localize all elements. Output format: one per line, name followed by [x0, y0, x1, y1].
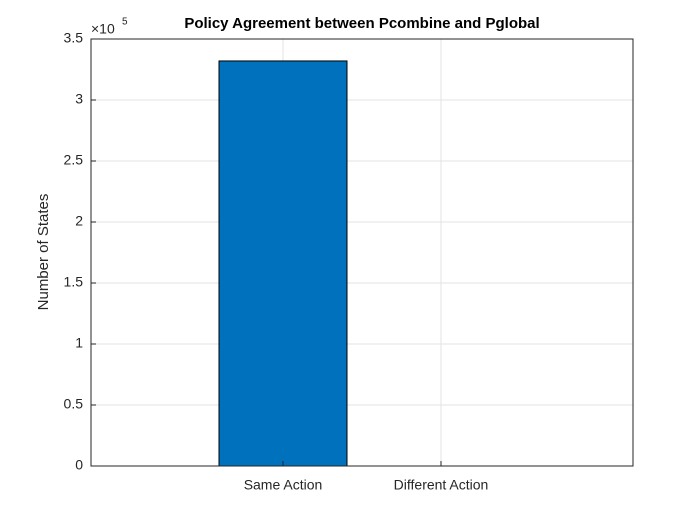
axes-box	[90, 38, 634, 467]
y-multiplier-base: ×10	[91, 21, 115, 37]
y-tick-label: 1	[75, 335, 83, 351]
y-tick-label: 0	[75, 457, 83, 473]
y-tick-label: 1.5	[64, 274, 84, 290]
y-tick-label: 2	[75, 213, 83, 229]
chart-title: Policy Agreement between Pcombine and Pg…	[184, 15, 539, 32]
bar	[218, 60, 348, 467]
y-tick-label: 3.5	[64, 30, 84, 46]
y-multiplier-exponent: 5	[122, 17, 128, 28]
y-tick-label: 2.5	[64, 152, 84, 168]
y-tick-label: 3	[75, 91, 83, 107]
y-tick-label: 0.5	[64, 396, 84, 412]
x-tick-label: Same Action	[244, 477, 323, 493]
y-axis-label: Number of States	[35, 194, 52, 311]
x-tick-label: Different Action	[394, 477, 489, 493]
plot-area	[91, 39, 633, 466]
